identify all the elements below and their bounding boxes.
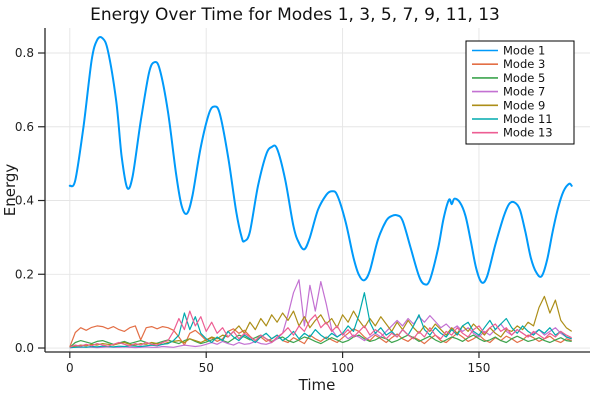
axes (38, 28, 590, 358)
series-line-mode-7 (69, 279, 572, 349)
legend-box (465, 40, 575, 145)
series-line-mode-5 (69, 334, 572, 348)
legend-label: Mode 1 (503, 44, 545, 58)
legend-label: Mode 5 (503, 71, 545, 85)
x-tick-label: 100 (331, 361, 354, 375)
x-tick-label: 0 (66, 361, 74, 375)
y-tick-label: 0.6 (15, 120, 34, 134)
chart-title: Energy Over Time for Modes 1, 3, 5, 7, 9… (90, 5, 500, 25)
y-tick-label: 0.4 (15, 194, 34, 208)
legend-label: Mode 7 (503, 85, 545, 99)
y-tick-label: 0.8 (15, 46, 34, 60)
legend-label: Mode 3 (503, 57, 545, 71)
legend-label: Mode 11 (503, 112, 553, 126)
x-tick-label: 50 (199, 361, 214, 375)
y-tick-label: 0.0 (15, 341, 34, 355)
series-line-mode-13 (69, 310, 572, 348)
tick-labels: 0 50 100 150 0.0 0.2 0.4 0.6 0.8 (15, 46, 491, 375)
x-tick-label: 150 (468, 361, 491, 375)
legend-label: Mode 9 (503, 98, 545, 112)
series-line-mode-11 (69, 292, 572, 349)
series-line-mode-3 (69, 325, 572, 348)
y-axis-label: Energy (1, 164, 19, 217)
legend-label: Mode 13 (503, 126, 553, 140)
x-axis-label: Time (298, 376, 336, 394)
y-tick-label: 0.2 (15, 267, 34, 281)
series-lines (68, 36, 573, 349)
series-line-mode-9 (69, 295, 573, 348)
series-line-mode-1 (68, 36, 573, 286)
